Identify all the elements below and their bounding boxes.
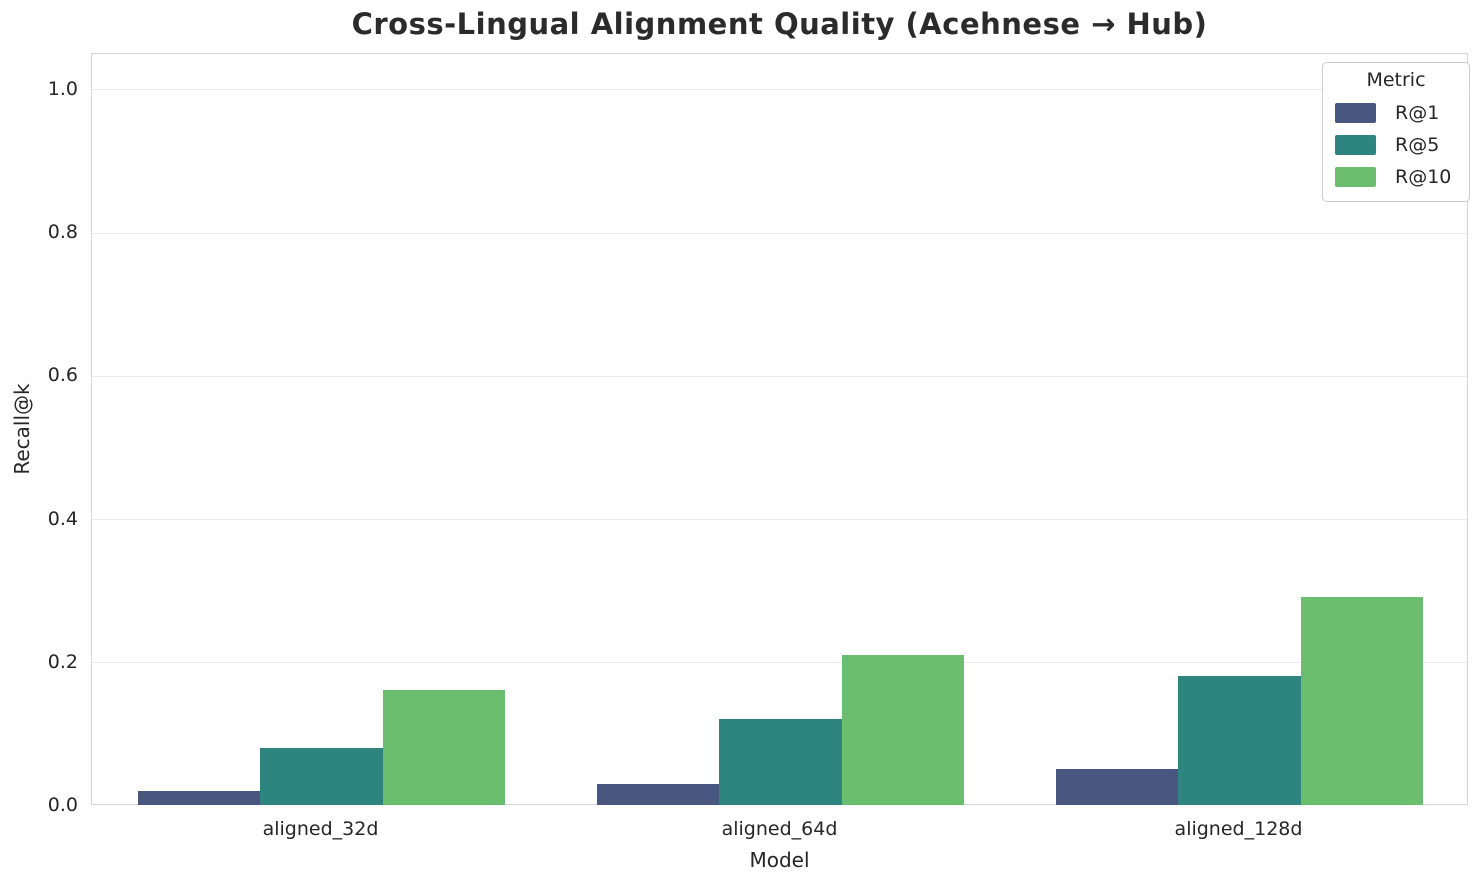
gridline [92,89,1467,91]
y-tick-label: 1.0 [47,77,78,100]
x-tick-label: aligned_32d [262,818,379,840]
legend: Metric R@1 R@5 R@10 [1322,62,1470,202]
y-tick-label: 0.4 [47,507,78,530]
y-tick-label: 0.6 [47,364,78,387]
bar-aligned_64d-R@5 [719,719,842,805]
bar-aligned_64d-R@10 [841,654,965,805]
plot-area [91,53,1468,805]
bar-aligned_128d-R@1 [1055,769,1179,805]
chart-title: Cross-Lingual Alignment Quality (Acehnes… [351,7,1208,41]
x-tick-label: aligned_128d [1174,818,1303,840]
legend-entries: R@1 R@5 R@10 [1323,97,1469,193]
bar-aligned_128d-R@5 [1178,676,1301,805]
y-tick-label: 0.2 [47,650,78,673]
legend-entry-R@10: R@10 [1323,161,1469,193]
bar-aligned_32d-R@1 [137,790,261,805]
legend-entry-R@1: R@1 [1323,97,1469,129]
y-tick-label: 0.8 [47,221,78,244]
gridline [92,375,1467,377]
y-axis-label: Recall@k [10,383,34,475]
legend-swatch-R@5 [1335,135,1376,155]
legend-title: Metric [1366,69,1426,91]
gridline [92,662,1467,664]
y-tick-label: 0.0 [47,794,78,816]
gridline [92,232,1467,234]
legend-label: R@1 [1395,102,1440,124]
legend-swatch-R@1 [1335,103,1376,123]
legend-entry-R@5: R@5 [1323,129,1469,161]
bar-aligned_128d-R@10 [1300,597,1424,805]
bar-aligned_32d-R@10 [382,690,506,805]
bar-aligned_64d-R@1 [596,783,720,805]
x-axis-label: Model [749,848,810,872]
legend-label: R@10 [1395,166,1452,188]
legend-label: R@5 [1395,134,1440,156]
gridline [92,519,1467,521]
legend-swatch-R@10 [1335,167,1376,187]
bar-aligned_32d-R@5 [260,747,383,805]
x-tick-label: aligned_64d [721,818,838,840]
